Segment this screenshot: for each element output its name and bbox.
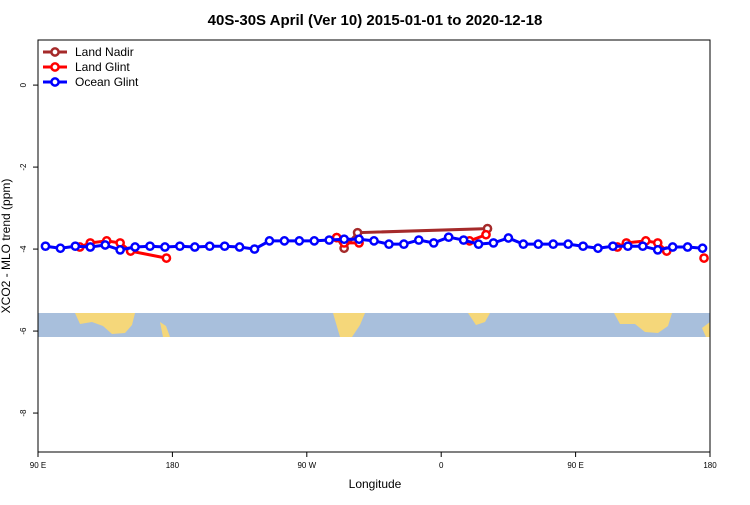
y-tick-label: -4 <box>19 245 28 253</box>
data-point <box>369 236 379 246</box>
data-point <box>55 243 66 254</box>
x-tick-label: 90 W <box>297 461 316 470</box>
data-point <box>279 236 290 246</box>
data-point <box>593 243 603 254</box>
data-point <box>399 239 409 250</box>
data-point <box>563 239 573 250</box>
data-point <box>548 239 559 250</box>
chart-title: 40S-30S April (Ver 10) 2015-01-01 to 202… <box>208 12 543 29</box>
data-point <box>115 245 125 255</box>
data-point <box>189 242 200 252</box>
data-point <box>623 241 633 252</box>
data-point <box>70 241 81 252</box>
data-point <box>130 242 140 252</box>
legend-label: Land Nadir <box>75 45 134 59</box>
data-point <box>264 236 275 246</box>
y-tick-label: -2 <box>19 163 28 171</box>
map-strip <box>38 313 710 337</box>
data-point <box>503 233 514 243</box>
data-point <box>40 241 51 252</box>
data-point <box>699 253 709 263</box>
data-point <box>100 240 111 250</box>
data-point <box>175 241 185 252</box>
legend-marker <box>50 77 60 87</box>
data-point <box>578 241 588 252</box>
data-point <box>85 242 96 252</box>
data-point <box>518 239 529 250</box>
data-point <box>294 236 305 246</box>
x-tick-label: 90 E <box>30 461 46 470</box>
data-point <box>309 236 320 246</box>
y-axis-label: XCO2 - MLO trend (ppm) <box>0 179 13 314</box>
data-point <box>652 245 663 255</box>
y-tick-label: 0 <box>19 82 28 87</box>
data-point <box>160 242 170 252</box>
data-point <box>161 253 172 263</box>
data-point <box>413 235 424 245</box>
data-point <box>608 241 618 252</box>
data-point <box>219 241 230 252</box>
data-point <box>324 235 335 245</box>
data-point <box>473 239 484 250</box>
y-tick-label: -6 <box>19 327 28 335</box>
data-point <box>488 238 499 248</box>
data-point <box>682 242 693 252</box>
data-point <box>204 241 215 252</box>
data-point <box>533 239 544 250</box>
data-point <box>481 229 491 240</box>
x-tick-label: 180 <box>166 461 180 470</box>
x-tick-label: 180 <box>703 461 717 470</box>
data-point <box>667 242 678 252</box>
legend-marker <box>50 62 60 72</box>
data-point <box>637 241 648 252</box>
data-point <box>145 241 155 252</box>
x-tick-label: 0 <box>439 461 444 470</box>
y-tick-label: -8 <box>19 409 28 417</box>
data-point <box>384 239 394 250</box>
data-point <box>249 244 260 254</box>
legend-label: Land Glint <box>75 60 130 74</box>
data-point <box>697 243 708 254</box>
data-point <box>443 232 454 243</box>
x-axis-label: Longitude <box>349 477 402 491</box>
data-point <box>428 238 439 248</box>
legend-label: Ocean Glint <box>75 75 139 89</box>
data-point <box>354 234 364 245</box>
data-point <box>234 242 245 252</box>
legend-marker <box>50 47 60 57</box>
plot-frame <box>37 39 711 453</box>
x-tick-label: 90 E <box>567 461 583 470</box>
data-point <box>458 235 469 245</box>
data-point <box>339 234 349 245</box>
